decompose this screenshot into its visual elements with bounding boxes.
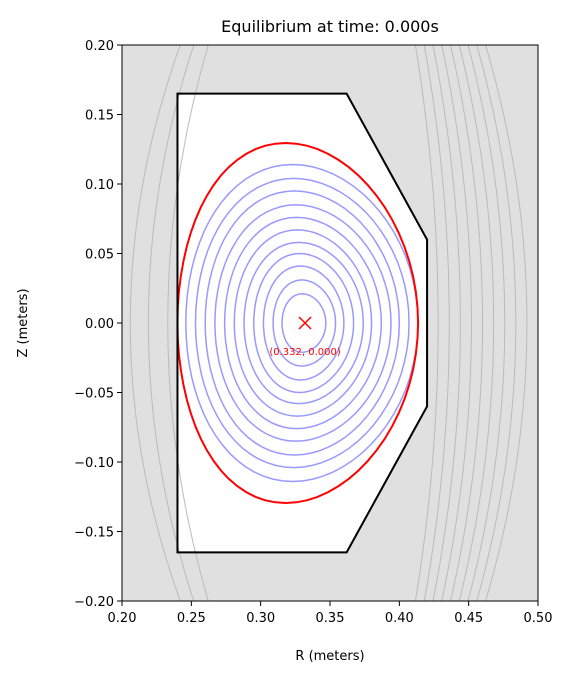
closed-contour bbox=[272, 279, 337, 367]
open-contour bbox=[414, 45, 439, 601]
closed-contour bbox=[281, 293, 327, 353]
y-tick-label: −0.20 bbox=[74, 595, 114, 610]
open-contour bbox=[450, 45, 483, 601]
open-contour bbox=[458, 45, 495, 601]
closed-contour bbox=[204, 190, 401, 456]
chart-title: Equilibrium at time: 0.000s bbox=[221, 17, 439, 36]
x-axis-label: R (meters) bbox=[295, 649, 364, 664]
y-tick-label: 0.15 bbox=[85, 109, 114, 124]
wall bbox=[176, 92, 429, 554]
y-axis-label: Z (meters) bbox=[16, 288, 31, 357]
closed-contour bbox=[214, 204, 392, 442]
closed-contour bbox=[262, 265, 345, 381]
x-tick-label: 0.35 bbox=[316, 611, 345, 626]
x-tick-label: 0.25 bbox=[177, 611, 206, 626]
x-tick-label: 0.30 bbox=[246, 611, 275, 626]
y-tick-label: 0.05 bbox=[85, 248, 114, 263]
closed-contour bbox=[252, 252, 355, 394]
open-contour bbox=[476, 45, 517, 601]
open-contour bbox=[432, 45, 461, 601]
closed-contour bbox=[185, 163, 419, 483]
open-contour bbox=[147, 45, 195, 601]
y-tick-label: 0.00 bbox=[85, 317, 114, 332]
closed-contour bbox=[243, 241, 365, 405]
y-tick-label: −0.05 bbox=[74, 387, 114, 402]
magnetic-axis-marker bbox=[298, 316, 312, 330]
plot-area bbox=[122, 45, 538, 601]
open-contour bbox=[129, 45, 181, 601]
y-tick-label: 0.10 bbox=[85, 178, 114, 193]
open-contour bbox=[485, 45, 528, 601]
y-tick-label: −0.10 bbox=[74, 456, 114, 471]
y-tick-label: −0.15 bbox=[74, 526, 114, 541]
open-contour bbox=[441, 45, 472, 601]
x-tick-label: 0.45 bbox=[454, 611, 483, 626]
open-contour bbox=[167, 45, 209, 601]
x-tick-label: 0.20 bbox=[108, 611, 137, 626]
x-tick-label: 0.40 bbox=[385, 611, 414, 626]
y-tick-label: 0.20 bbox=[85, 39, 114, 54]
open-contour bbox=[423, 45, 450, 601]
wall-interior bbox=[177, 93, 428, 553]
open-contour bbox=[467, 45, 506, 601]
x-tick-label: 0.50 bbox=[524, 611, 553, 626]
closed-contour bbox=[233, 229, 373, 417]
magnetic-axis-label: (0.332, 0.000) bbox=[269, 347, 341, 358]
closed-contour bbox=[194, 177, 410, 469]
closed-contour bbox=[223, 216, 383, 430]
